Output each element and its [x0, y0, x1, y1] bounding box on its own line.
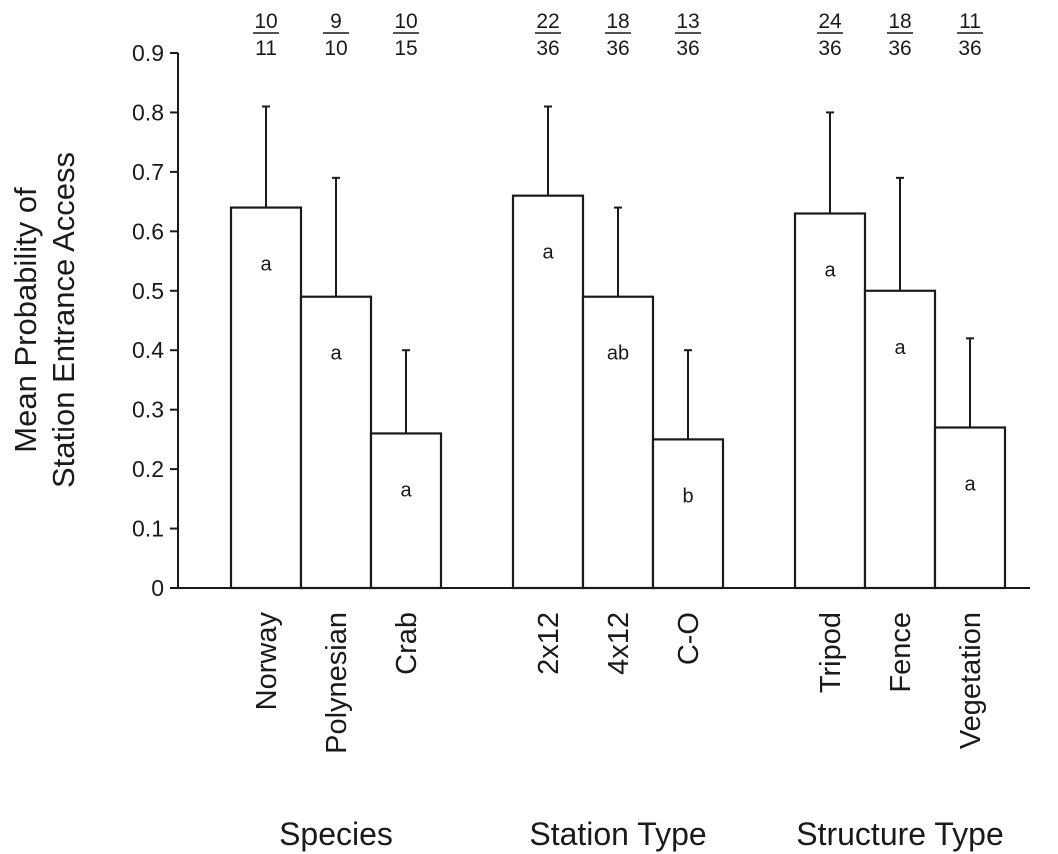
sample-fraction-numerator: 13 — [676, 10, 699, 33]
bar — [863, 289, 937, 590]
bar — [299, 295, 373, 590]
bar — [933, 426, 1007, 590]
y-axis-title: Mean Probability of Station Entrance Acc… — [8, 152, 81, 488]
x-category-label: 4x12 — [603, 612, 635, 675]
sample-fraction-numerator: 18 — [606, 10, 629, 33]
y-tick-label: 0.9 — [132, 40, 164, 66]
sample-fraction-denominator: 36 — [536, 37, 559, 60]
bar — [229, 206, 303, 590]
y-tick-label: 0.8 — [132, 99, 164, 125]
sample-fraction-numerator: 11 — [959, 10, 981, 33]
sample-fraction-denominator: 15 — [394, 37, 417, 60]
x-category-label: C-O — [673, 612, 705, 665]
y-tick-label: 0.3 — [132, 397, 164, 423]
group-label: Station Type — [529, 816, 706, 852]
sample-fraction-numerator: 22 — [536, 10, 559, 33]
significance-letter: a — [824, 260, 836, 282]
x-category-label: 2x12 — [533, 612, 565, 675]
y-tick-label: 0.2 — [132, 456, 164, 482]
x-category-label: Polynesian — [321, 612, 353, 754]
y-tick-label: 0.4 — [132, 337, 164, 363]
sample-fraction-numerator: 18 — [888, 10, 911, 33]
sample-fraction-denominator: 36 — [958, 37, 981, 60]
x-category-label: Tripod — [815, 612, 847, 693]
significance-letter: a — [964, 474, 976, 496]
y-axis-title-line-2: Station Entrance Access — [46, 152, 81, 488]
sample-fraction-denominator: 10 — [324, 37, 347, 60]
y-tick-label: 0.5 — [132, 278, 164, 304]
sample-fraction-numerator: 10 — [394, 10, 417, 33]
group-label: Structure Type — [796, 816, 1004, 852]
bar — [369, 432, 443, 590]
group-label: Species — [279, 816, 393, 852]
significance-letter: a — [400, 479, 412, 501]
bar — [581, 295, 655, 590]
sample-fraction-numerator: 24 — [818, 10, 842, 33]
x-category-label: Fence — [885, 612, 917, 693]
sample-fraction-denominator: 11 — [255, 37, 277, 60]
significance-letter: a — [330, 343, 342, 365]
y-tick-label: 0 — [151, 575, 164, 601]
x-category-label: Norway — [251, 612, 283, 711]
x-category-label: Crab — [391, 612, 423, 675]
significance-letter: a — [894, 337, 906, 359]
y-tick-label: 0.1 — [132, 516, 164, 542]
sample-fraction-numerator: 10 — [254, 10, 277, 33]
y-axis-title-line-1: Mean Probability of — [8, 187, 43, 453]
sample-fraction-numerator: 9 — [330, 10, 342, 33]
significance-letter: b — [682, 485, 693, 507]
significance-letter: a — [542, 242, 554, 264]
bar — [651, 438, 725, 590]
sample-fraction-denominator: 36 — [606, 37, 629, 60]
sample-fraction-denominator: 36 — [888, 37, 911, 60]
bar — [793, 212, 867, 590]
sample-fraction-denominator: 36 — [818, 37, 841, 60]
x-category-label: Vegetation — [955, 612, 987, 749]
sample-fraction-denominator: 36 — [676, 37, 699, 60]
y-tick-label: 0.6 — [132, 218, 164, 244]
plot-area: 0 0.1 0.2 0.3 0.4 0.5 0.6 0.7 0.8 0.9 a 10 11 Norway a… — [132, 10, 1030, 852]
y-tick-label: 0.7 — [132, 159, 164, 185]
significance-letter: ab — [607, 343, 629, 365]
significance-letter: a — [260, 254, 272, 276]
